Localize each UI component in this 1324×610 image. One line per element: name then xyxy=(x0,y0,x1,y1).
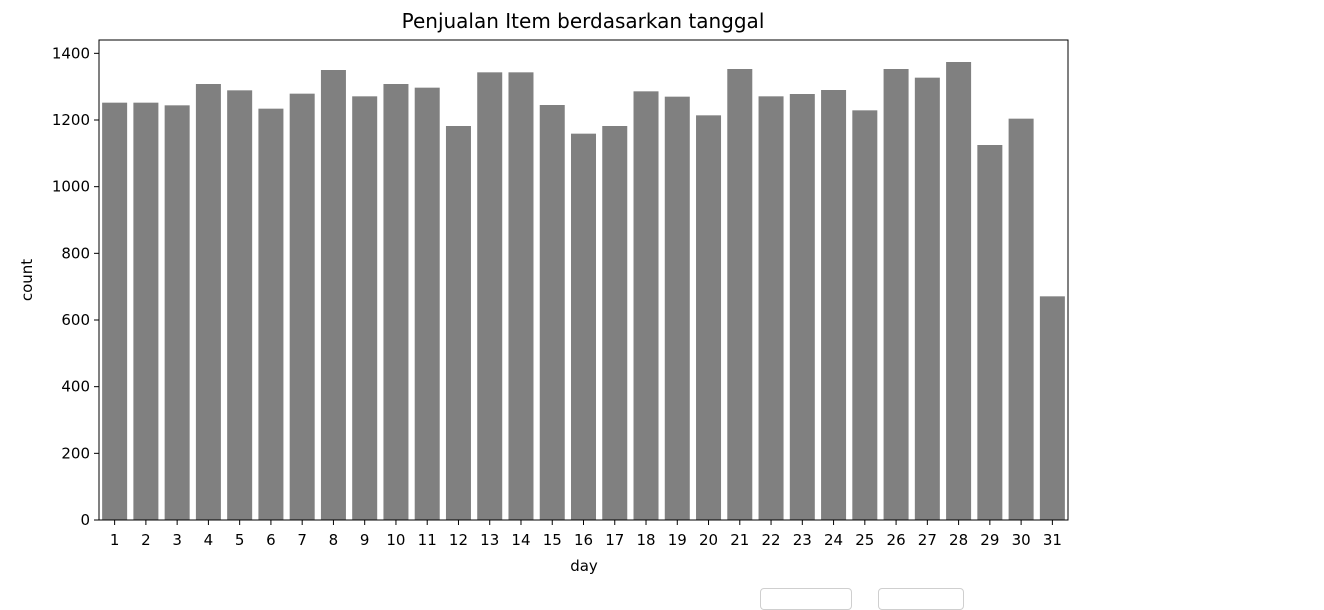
x-tick-label: 21 xyxy=(730,531,749,549)
bar-day-14 xyxy=(508,72,534,520)
bar-day-1 xyxy=(102,102,128,521)
x-tick-label: 26 xyxy=(887,531,906,549)
y-tick-label: 400 xyxy=(61,378,90,396)
x-tick-label: 1 xyxy=(110,531,120,549)
x-tick-label: 25 xyxy=(855,531,874,549)
x-tick-label: 19 xyxy=(668,531,687,549)
bar-day-26 xyxy=(883,69,909,520)
bar-day-8 xyxy=(320,70,346,520)
bar-chart: Penjualan Item berdasarkan tanggal 0 200 4… xyxy=(18,9,1069,575)
x-tick-label: 17 xyxy=(605,531,624,549)
x-tick-label: 10 xyxy=(386,531,405,549)
x-tick-label: 7 xyxy=(297,531,307,549)
partial-button[interactable] xyxy=(878,588,964,610)
bar-day-31 xyxy=(1039,296,1065,520)
bar-day-17 xyxy=(602,126,628,520)
y-tick-label: 1400 xyxy=(52,44,90,62)
x-tick-label: 8 xyxy=(329,531,339,549)
x-tick-label: 12 xyxy=(449,531,468,549)
bar-day-23 xyxy=(789,94,815,520)
bar-day-28 xyxy=(946,62,972,520)
bar-day-19 xyxy=(664,96,690,521)
x-tick-label: 20 xyxy=(699,531,718,549)
bar-day-25 xyxy=(852,110,878,520)
bar-day-9 xyxy=(352,96,378,520)
x-tick-label: 30 xyxy=(1012,531,1031,549)
y-axis-label: count xyxy=(18,259,36,301)
partial-button[interactable] xyxy=(760,588,852,610)
y-tick-label: 200 xyxy=(61,444,90,462)
x-tick-label: 13 xyxy=(480,531,499,549)
bar-day-2 xyxy=(133,102,159,521)
bar-day-27 xyxy=(914,77,940,521)
bar-day-4 xyxy=(195,84,221,520)
bar-day-13 xyxy=(477,72,503,520)
bar-day-22 xyxy=(758,96,784,520)
bar-day-10 xyxy=(383,84,409,520)
bar-day-21 xyxy=(727,69,753,520)
bar-day-29 xyxy=(977,145,1003,520)
bar-day-11 xyxy=(414,87,440,521)
x-tick-label: 4 xyxy=(204,531,214,549)
x-tick-label: 24 xyxy=(824,531,843,549)
bar-day-3 xyxy=(164,105,190,520)
y-tick-label: 0 xyxy=(80,511,90,529)
bar-day-24 xyxy=(821,90,847,520)
bar-day-6 xyxy=(258,108,284,521)
x-tick-label: 2 xyxy=(141,531,151,549)
x-tick-label: 15 xyxy=(543,531,562,549)
bar-day-7 xyxy=(289,93,315,521)
chart-title: Penjualan Item berdasarkan tanggal xyxy=(402,9,765,33)
x-tick-label: 28 xyxy=(949,531,968,549)
bar-day-20 xyxy=(696,115,722,520)
y-tick-label: 800 xyxy=(61,244,90,262)
x-tick-label: 23 xyxy=(793,531,812,549)
bar-day-16 xyxy=(570,133,597,520)
bar-day-15 xyxy=(539,105,565,520)
x-tick-label: 16 xyxy=(574,531,593,549)
bar-day-30 xyxy=(1008,118,1034,521)
x-tick-label: 18 xyxy=(636,531,655,549)
x-tick-label: 11 xyxy=(418,531,437,549)
x-tick-label: 29 xyxy=(980,531,999,549)
x-tick-label: 6 xyxy=(266,531,276,549)
bar-day-18 xyxy=(633,91,659,520)
x-tick-label: 9 xyxy=(360,531,370,549)
y-tick-label: 1200 xyxy=(52,111,90,129)
x-tick-label: 31 xyxy=(1043,531,1062,549)
bar-day-12 xyxy=(445,126,471,520)
x-tick-label: 3 xyxy=(172,531,182,549)
x-tick-label: 27 xyxy=(918,531,937,549)
y-axis: 0 200 400 600 800 1000 1200 1400 xyxy=(52,44,99,529)
y-tick-label: 1000 xyxy=(52,178,90,196)
x-tick-label: 5 xyxy=(235,531,245,549)
x-tick-label: 14 xyxy=(511,531,530,549)
x-axis-label: day xyxy=(570,557,598,575)
bar-day-5 xyxy=(227,90,253,520)
bars-group xyxy=(102,62,1065,521)
y-tick-label: 600 xyxy=(61,311,90,329)
x-tick-label: 22 xyxy=(762,531,781,549)
x-axis: 1 2 3 4 5 6 7 8 9 10 11 12 13 14 15 16 17 18 19 20 21 22 23 24 2… xyxy=(110,520,1062,549)
